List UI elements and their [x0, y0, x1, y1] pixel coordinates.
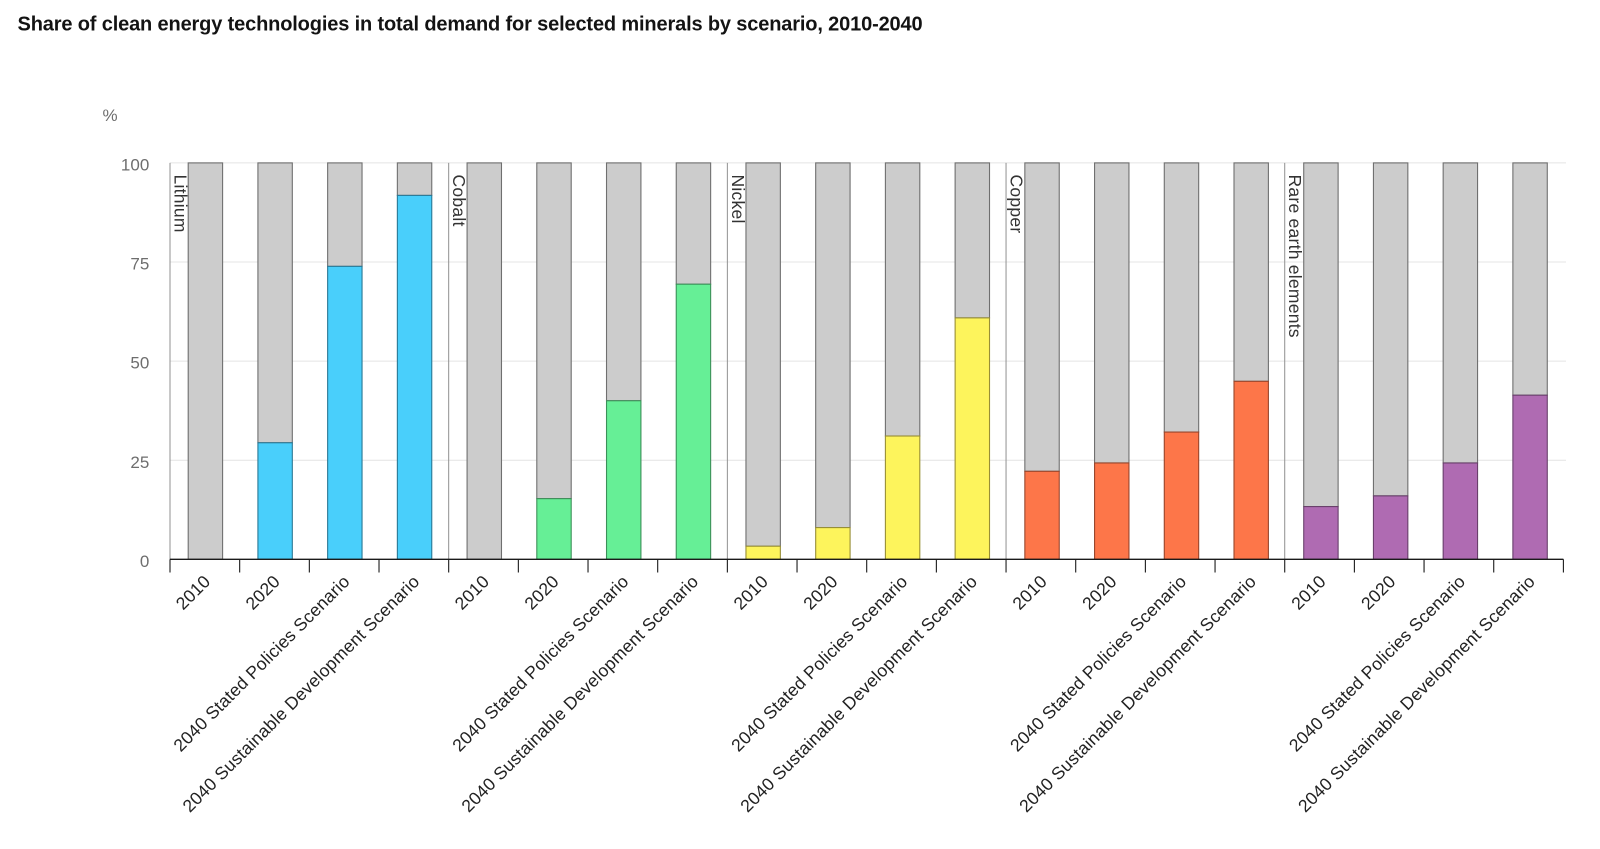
- svg-text:Rare earth elements: Rare earth elements: [1285, 175, 1305, 338]
- svg-text:50: 50: [130, 354, 149, 373]
- svg-text:Copper: Copper: [1007, 175, 1027, 234]
- svg-text:0: 0: [140, 552, 149, 571]
- svg-text:25: 25: [130, 453, 149, 472]
- svg-text:Share of clean energy technolo: Share of clean energy technologies in to…: [18, 14, 923, 36]
- svg-text:75: 75: [130, 255, 149, 274]
- svg-text:Lithium: Lithium: [171, 175, 191, 233]
- svg-text:100: 100: [121, 156, 149, 175]
- svg-text:Cobalt: Cobalt: [449, 175, 469, 227]
- svg-text:%: %: [103, 106, 118, 125]
- svg-text:Nickel: Nickel: [728, 175, 748, 224]
